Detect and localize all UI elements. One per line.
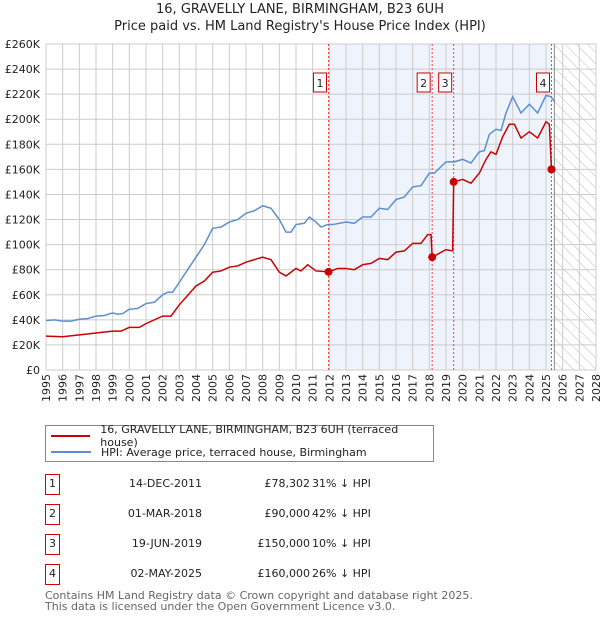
chart-title: 16, GRAVELLY LANE, BIRMINGHAM, B23 6UH <box>156 2 444 17</box>
x-tick-label: 2027 <box>573 374 586 402</box>
x-tick-label: 2022 <box>490 374 503 402</box>
chart-subtitle: Price paid vs. HM Land Registry's House … <box>114 19 486 34</box>
sale-date: 02-MAY-2025 <box>130 567 202 580</box>
sale-price: £150,000 <box>257 537 311 550</box>
sale-number: 4 <box>45 564 60 585</box>
x-tick-label: 2010 <box>290 374 303 402</box>
sale-row: 3 19-JUN-2019 £150,000 10% ↓ HPI <box>45 534 465 555</box>
sale-label-number: 2 <box>420 77 427 90</box>
sale-label-box <box>416 72 431 93</box>
x-tick-label: 2012 <box>323 374 336 402</box>
y-tick-label: £120K <box>5 214 41 227</box>
x-tick-label: 2019 <box>440 374 453 402</box>
sale-price: £160,000 <box>257 567 311 580</box>
x-tick-label: 2028 <box>590 374 600 402</box>
sale-date: 01-MAR-2018 <box>127 507 202 520</box>
sale-label-box <box>438 72 453 93</box>
legend: 16, GRAVELLY LANE, BIRMINGHAM, B23 6UH (… <box>45 423 434 462</box>
x-tick-label: 2024 <box>523 374 536 402</box>
y-tick-label: £200K <box>5 113 41 126</box>
legend-swatch-hpi <box>51 451 91 453</box>
y-tick-label: £100K <box>5 239 41 252</box>
x-tick-label: 2015 <box>373 374 386 402</box>
footer-copyright: Contains HM Land Registry data © Crown c… <box>45 589 473 602</box>
sale-number: 3 <box>45 534 60 555</box>
sale-row: 4 02-MAY-2025 £160,000 26% ↓ HPI <box>45 564 465 585</box>
price-line <box>45 120 553 338</box>
y-tick-label: £240K <box>5 63 41 76</box>
sale-price: £78,302 <box>264 477 311 490</box>
y-tick-label: £140K <box>5 188 41 201</box>
x-tick-label: 2003 <box>173 374 186 402</box>
sale-price: £90,000 <box>264 507 311 520</box>
x-tick-label: 2021 <box>473 374 486 402</box>
x-tick-label: 2018 <box>423 374 436 402</box>
sale-point <box>428 253 437 262</box>
legend-label-price: 16, GRAVELLY LANE, BIRMINGHAM, B23 6UH (… <box>100 423 399 449</box>
y-tick-label: £220K <box>5 88 41 101</box>
x-tick-label: 1999 <box>107 374 120 402</box>
x-tick-label: 1998 <box>90 374 103 402</box>
y-tick-label: £80K <box>12 264 41 277</box>
y-tick-label: £0 <box>26 364 40 377</box>
x-tick-label: 2009 <box>273 374 286 402</box>
highlight-region <box>328 44 552 370</box>
sale-label-number: 1 <box>317 77 324 90</box>
x-tick-label: 2004 <box>190 374 203 402</box>
x-tick-label: 2011 <box>307 374 320 402</box>
sale-row: 2 01-MAR-2018 £90,000 42% ↓ HPI <box>45 504 465 525</box>
sale-hpi-diff: 10% ↓ HPI <box>312 537 371 550</box>
sale-hpi-diff: 31% ↓ HPI <box>312 477 371 490</box>
x-tick-label: 2013 <box>340 374 353 402</box>
y-tick-label: £260K <box>5 38 41 51</box>
y-tick-label: £60K <box>12 289 41 302</box>
x-tick-label: 2014 <box>357 374 370 402</box>
x-tick-label: 1997 <box>73 374 86 402</box>
x-tick-label: 2005 <box>207 374 220 402</box>
legend-swatch-price <box>51 435 91 437</box>
x-tick-label: 2026 <box>557 374 570 402</box>
y-tick-label: £40K <box>12 314 41 327</box>
x-tick-label: 2001 <box>140 374 153 402</box>
sale-label-number: 4 <box>540 77 547 90</box>
sale-hpi-diff: 26% ↓ HPI <box>312 567 371 580</box>
x-tick-label: 2017 <box>407 374 420 402</box>
sale-hpi-diff: 42% ↓ HPI <box>312 507 371 520</box>
x-tick-label: 2000 <box>123 374 136 402</box>
x-tick-label: 2006 <box>223 374 236 402</box>
sale-point <box>449 177 458 186</box>
sale-label-number: 3 <box>442 77 449 90</box>
x-tick-label: 2020 <box>457 374 470 402</box>
sale-label-box <box>536 72 550 93</box>
x-tick-label: 2002 <box>157 374 170 402</box>
sale-label-box <box>313 72 327 93</box>
legend-label-hpi: HPI: Average price, terraced house, Birm… <box>101 445 367 459</box>
x-tick-label: 2008 <box>257 374 270 402</box>
x-tick-label: 1996 <box>57 374 70 402</box>
x-tick-label: 2007 <box>240 374 253 402</box>
x-tick-label: 2025 <box>540 374 553 402</box>
forecast-hatch <box>554 44 596 370</box>
sale-point <box>547 165 556 174</box>
sale-number: 2 <box>45 504 60 525</box>
y-tick-label: £160K <box>5 163 41 176</box>
y-tick-label: £180K <box>5 138 41 151</box>
footer-licence: This data is licensed under the Open Gov… <box>45 600 396 613</box>
x-tick-label: 2016 <box>390 374 403 402</box>
y-tick-label: £20K <box>12 339 41 352</box>
hpi-line <box>45 94 555 322</box>
sale-row: 1 14-DEC-2011 £78,302 31% ↓ HPI <box>45 474 465 495</box>
sale-point <box>324 267 333 276</box>
sale-date: 14-DEC-2011 <box>128 477 202 490</box>
sale-date: 19-JUN-2019 <box>131 537 202 550</box>
price-chart: 1995 1996 1997 1998 1999 2000 2001 2002 2003 2004… <box>5 38 600 402</box>
sale-number: 1 <box>45 474 60 495</box>
x-tick-label: 2023 <box>507 374 520 402</box>
x-tick-label: 1995 <box>40 374 53 402</box>
